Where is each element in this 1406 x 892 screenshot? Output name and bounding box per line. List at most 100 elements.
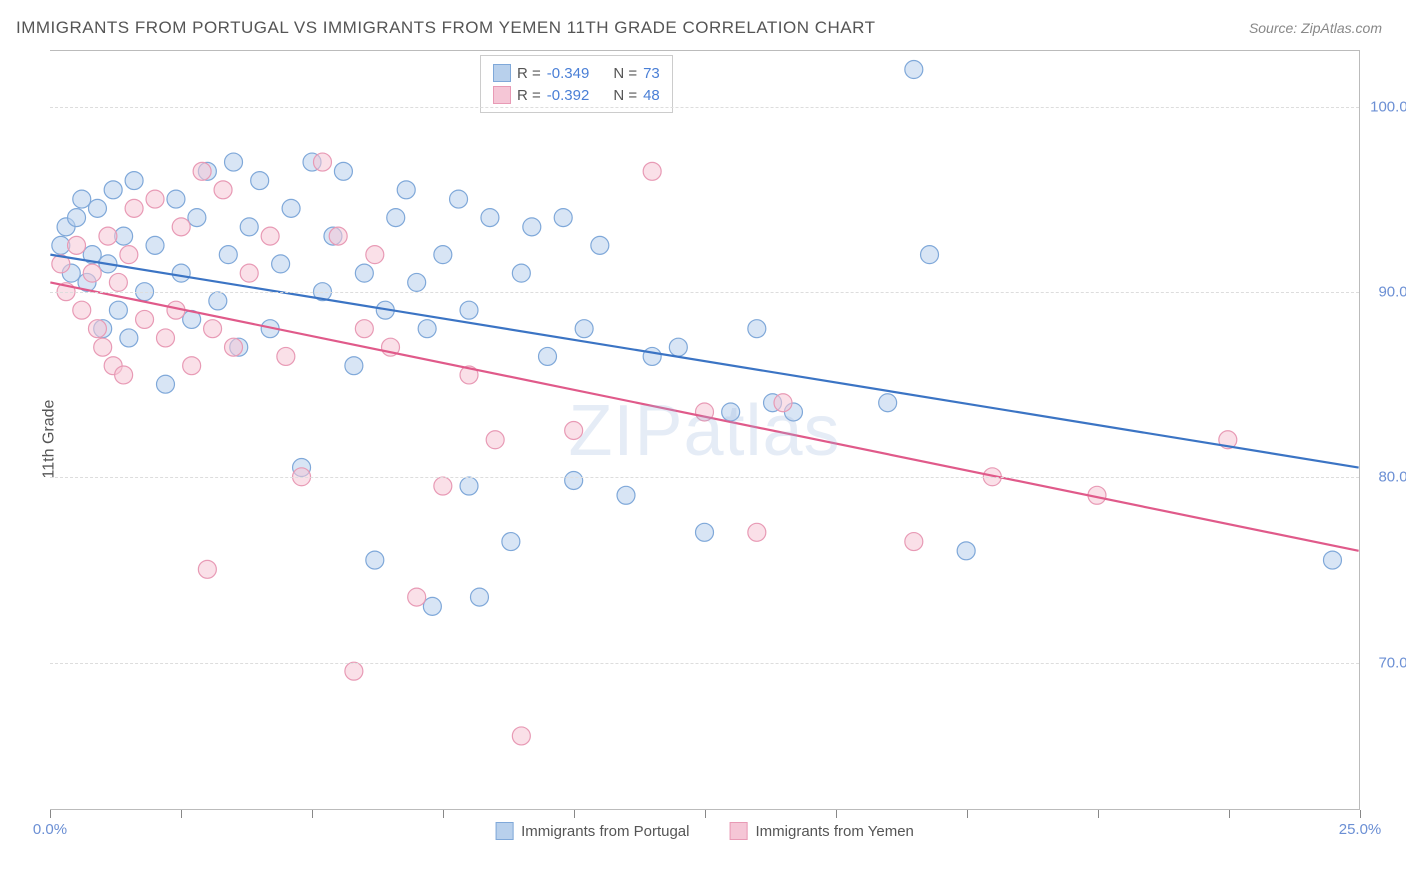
data-point	[193, 162, 211, 180]
correlation-legend: R = -0.349 N = 73 R = -0.392 N = 48	[480, 55, 673, 113]
chart-title: IMMIGRANTS FROM PORTUGAL VS IMMIGRANTS F…	[16, 18, 875, 38]
data-point	[502, 533, 520, 551]
grid-line	[50, 477, 1359, 478]
data-point	[73, 190, 91, 208]
x-tick	[1360, 810, 1361, 818]
grid-line	[50, 292, 1359, 293]
data-point	[109, 273, 127, 291]
series-label-yemen: Immigrants from Yemen	[755, 823, 913, 840]
data-point	[387, 209, 405, 227]
data-point	[251, 172, 269, 190]
data-point	[643, 347, 661, 365]
data-point	[120, 329, 138, 347]
data-point	[879, 394, 897, 412]
data-point	[460, 301, 478, 319]
y-tick-label: 80.0%	[1378, 469, 1406, 486]
data-point	[355, 264, 373, 282]
data-point	[167, 190, 185, 208]
data-point	[921, 246, 939, 264]
data-point	[329, 227, 347, 245]
data-point	[225, 153, 243, 171]
data-point	[554, 209, 572, 227]
data-point	[423, 597, 441, 615]
data-point	[88, 199, 106, 217]
data-point	[83, 264, 101, 282]
data-point	[146, 190, 164, 208]
swatch-yemen-bottom	[729, 822, 747, 840]
data-point	[512, 264, 530, 282]
n-label: N =	[613, 87, 637, 104]
data-point	[204, 320, 222, 338]
swatch-portugal-bottom	[495, 822, 513, 840]
data-point	[565, 471, 583, 489]
data-point	[172, 218, 190, 236]
data-point	[575, 320, 593, 338]
n-label: N =	[613, 65, 637, 82]
data-point	[115, 366, 133, 384]
trend-line	[50, 255, 1358, 468]
data-point	[120, 246, 138, 264]
grid-line	[50, 107, 1359, 108]
data-point	[104, 181, 122, 199]
data-point	[366, 551, 384, 569]
data-point	[408, 273, 426, 291]
data-point	[334, 162, 352, 180]
legend-row-portugal: R = -0.349 N = 73	[493, 62, 660, 84]
data-point	[240, 218, 258, 236]
data-point	[355, 320, 373, 338]
data-point	[183, 357, 201, 375]
data-point	[214, 181, 232, 199]
data-point	[591, 236, 609, 254]
data-point	[450, 190, 468, 208]
data-point	[157, 375, 175, 393]
x-tick	[312, 810, 313, 818]
x-tick	[443, 810, 444, 818]
data-point	[272, 255, 290, 273]
data-point	[748, 523, 766, 541]
x-tick	[50, 810, 51, 818]
x-tick-label: 25.0%	[1339, 821, 1382, 838]
r-value-portugal: -0.349	[547, 65, 590, 82]
data-point	[617, 486, 635, 504]
legend-item-portugal: Immigrants from Portugal	[495, 822, 689, 840]
data-point	[198, 560, 216, 578]
data-point	[460, 477, 478, 495]
x-tick	[705, 810, 706, 818]
data-point	[73, 301, 91, 319]
x-tick-label: 0.0%	[33, 821, 67, 838]
data-point	[434, 246, 452, 264]
data-point	[68, 209, 86, 227]
data-point	[905, 533, 923, 551]
data-point	[345, 662, 363, 680]
data-point	[397, 181, 415, 199]
data-point	[261, 227, 279, 245]
data-point	[774, 394, 792, 412]
data-point	[88, 320, 106, 338]
data-point	[125, 172, 143, 190]
data-point	[481, 209, 499, 227]
data-point	[225, 338, 243, 356]
data-point	[68, 236, 86, 254]
r-value-yemen: -0.392	[547, 87, 590, 104]
data-point	[523, 218, 541, 236]
data-point	[539, 347, 557, 365]
y-tick-label: 100.0%	[1370, 98, 1406, 115]
data-point	[209, 292, 227, 310]
data-point	[188, 209, 206, 227]
data-point	[99, 227, 117, 245]
grid-line	[50, 663, 1359, 664]
data-point	[512, 727, 530, 745]
data-point	[172, 264, 190, 282]
x-tick	[1098, 810, 1099, 818]
x-tick	[967, 810, 968, 818]
data-point	[366, 246, 384, 264]
data-point	[136, 310, 154, 328]
x-tick	[836, 810, 837, 818]
source-attribution: Source: ZipAtlas.com	[1249, 20, 1382, 36]
data-point	[282, 199, 300, 217]
legend-row-yemen: R = -0.392 N = 48	[493, 84, 660, 106]
data-point	[434, 477, 452, 495]
r-label: R =	[517, 87, 541, 104]
data-point	[643, 162, 661, 180]
x-tick	[1229, 810, 1230, 818]
